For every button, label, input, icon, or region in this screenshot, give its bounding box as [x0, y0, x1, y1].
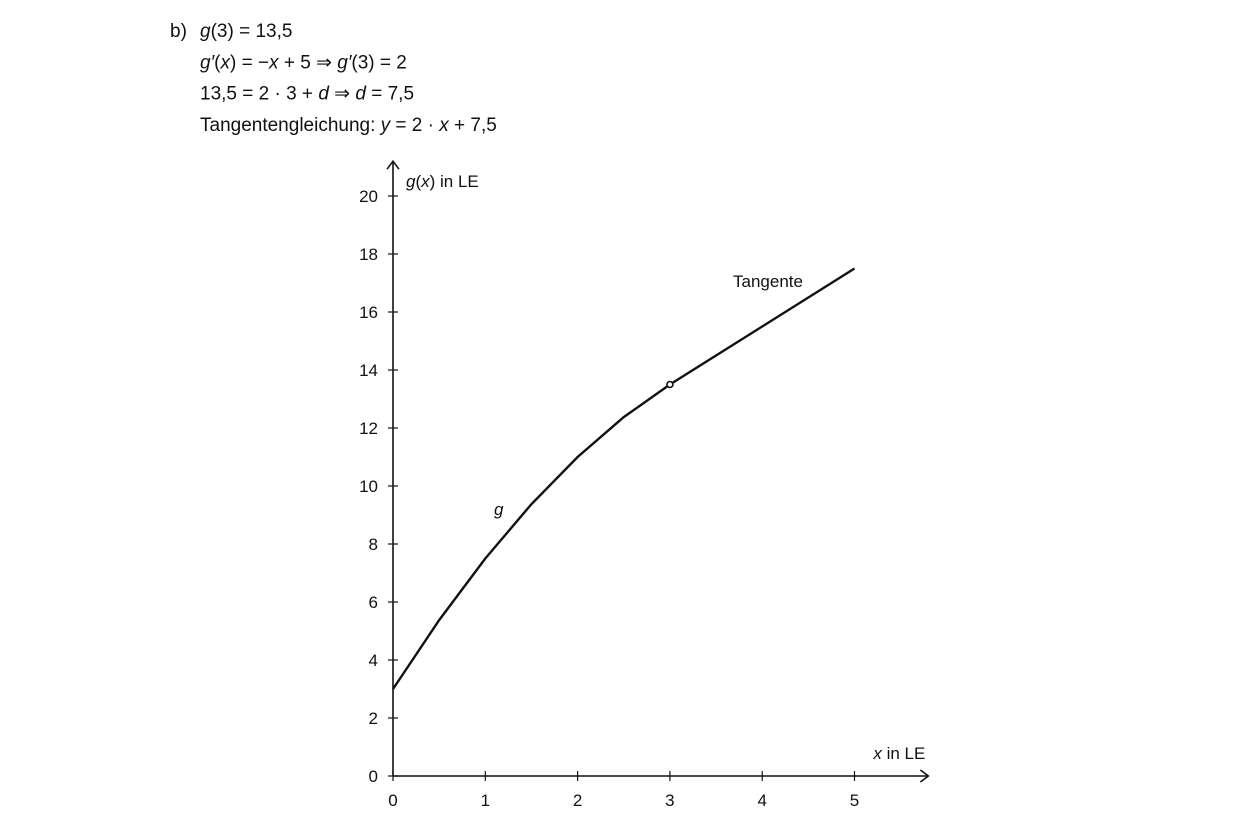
y-tick-label: 0: [369, 767, 378, 786]
text-segment: ⇒: [329, 84, 355, 105]
text-segment: = 2 ·: [390, 115, 439, 136]
text-segment: d: [318, 84, 330, 105]
y-tick-label: 14: [359, 361, 378, 380]
text-segment: (: [214, 52, 221, 73]
text-segment: (3) = 13,5: [211, 21, 293, 42]
solution-line: 13,5 = 2 · 3 + d ⇒ d = 7,5: [200, 84, 414, 105]
text-segment: + 7,5: [449, 115, 497, 136]
curve: [669, 267, 856, 386]
y-tick-label: 16: [359, 303, 378, 322]
text-segment: x: [438, 115, 450, 136]
y-tick-label: 12: [359, 419, 378, 438]
task-label: b): [170, 21, 187, 42]
y-arrow: [386, 159, 400, 170]
text-segment: in LE: [882, 744, 925, 763]
text-segment: ) in LE: [430, 172, 479, 191]
text-segment: 13,5 = 2 · 3 +: [200, 84, 318, 105]
text-segment: x: [219, 52, 231, 73]
text-segment: g: [200, 21, 211, 42]
y-tick-label: 10: [359, 477, 378, 496]
text-segment: ) = −: [230, 52, 269, 73]
x-axis-label: x in LE: [872, 744, 925, 763]
x-arrow: [919, 769, 930, 783]
text-segment: + 5 ⇒: [279, 52, 338, 73]
x-tick-label: 4: [757, 791, 766, 810]
text-segment: y: [379, 115, 392, 136]
text-segment: x: [268, 52, 280, 73]
y-tick-label: 20: [359, 187, 378, 206]
text-segment: g′: [337, 52, 353, 73]
curve: [392, 383, 671, 690]
x-tick-label: 0: [388, 791, 397, 810]
text-segment: (: [415, 172, 421, 191]
text-segment: x: [872, 744, 882, 763]
x-tick-label: 3: [665, 791, 674, 810]
solution-line: g(3) = 13,5: [200, 21, 292, 42]
y-tick-label: 18: [359, 245, 378, 264]
text-segment: d: [355, 84, 367, 105]
y-tick-label: 4: [369, 651, 378, 670]
text-segment: (3) = 2: [351, 52, 406, 73]
solution-line: Tangentengleichung: y = 2 · x + 7,5: [200, 115, 497, 136]
text-segment: g′: [200, 52, 216, 73]
y-tick-label: 2: [369, 709, 378, 728]
text-segment: = 7,5: [366, 84, 414, 105]
x-tick-label: 1: [481, 791, 490, 810]
text-segment: x: [420, 172, 430, 191]
solution-line: g′(x) = −x + 5 ⇒ g′(3) = 2: [200, 52, 407, 73]
y-tick-label: 6: [369, 593, 378, 612]
text-segment: g: [406, 172, 416, 191]
curve-label: g: [494, 500, 504, 519]
y-axis-label: g(x) in LE: [406, 172, 479, 191]
curve-label: Tangente: [733, 272, 803, 291]
text-segment: Tangentengleichung:: [200, 115, 381, 136]
y-tick-label: 8: [369, 535, 378, 554]
x-tick-label: 2: [573, 791, 582, 810]
touch-point: [666, 380, 674, 389]
x-tick-label: 5: [850, 791, 859, 810]
